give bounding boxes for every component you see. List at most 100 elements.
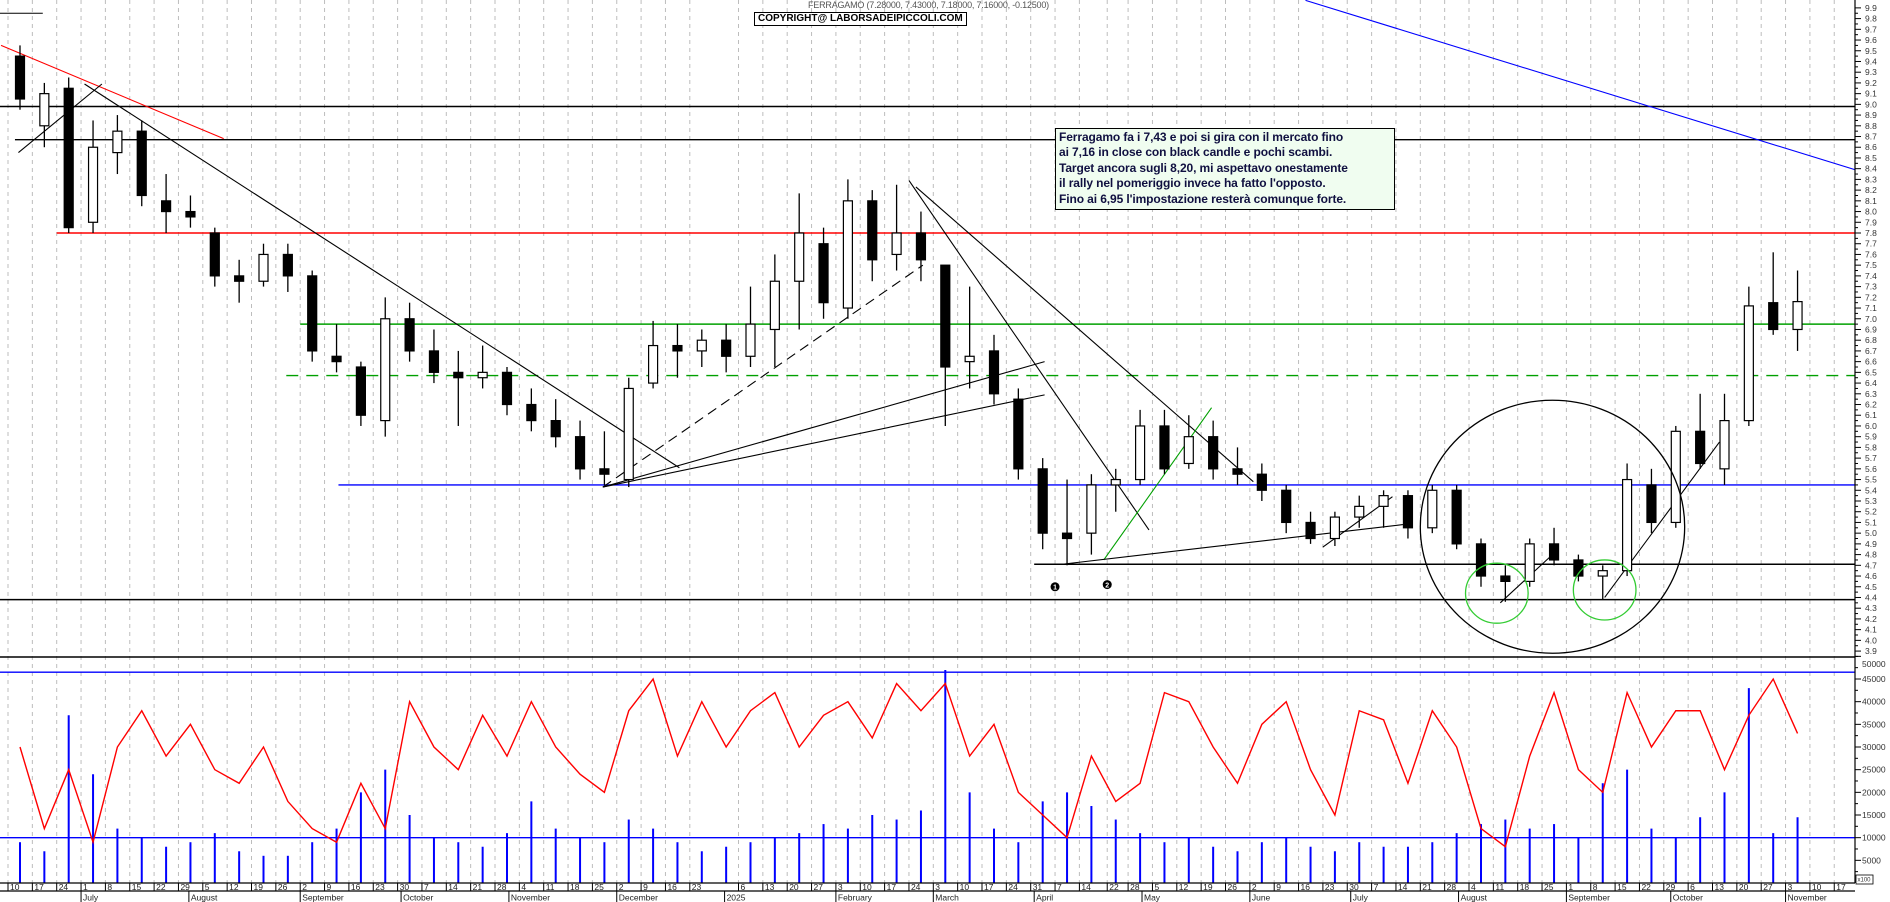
x-tick-label: 18 — [1520, 882, 1530, 892]
x-tick-label: 25 — [1544, 882, 1554, 892]
x-tick-label: 21 — [473, 882, 483, 892]
volume-tick-label: 45000 — [1862, 674, 1886, 684]
x-tick-label: 3 — [1788, 882, 1793, 892]
price-tick-label: 6.2 — [1865, 400, 1877, 410]
marker-label: 2 — [1105, 582, 1109, 589]
candle-up — [1743, 305, 1754, 422]
pattern-ellipse — [1419, 399, 1686, 654]
x-tick-label: 29 — [1666, 882, 1676, 892]
volume-panel — [0, 669, 1855, 883]
volume-tick-label: 5000 — [1862, 855, 1881, 865]
x-tick-label: 22 — [1109, 882, 1119, 892]
price-tick-label: 7.9 — [1865, 217, 1877, 227]
price-tick-label: 9.1 — [1865, 89, 1877, 99]
candle-down — [1256, 473, 1267, 491]
x-tick-label: 19 — [1203, 882, 1213, 892]
candle-down — [1500, 575, 1511, 582]
price-tick-label: 7.3 — [1865, 282, 1877, 292]
price-tick-label: 5.2 — [1865, 507, 1877, 517]
x-tick-label: 21 — [1422, 882, 1432, 892]
x-tick-label: 24 — [59, 882, 69, 892]
month-label: December — [619, 893, 658, 902]
x-tick-label: 10 — [960, 882, 970, 892]
month-label: October — [403, 893, 433, 902]
x-tick-label: 24 — [911, 882, 921, 892]
x-tick-label: 13 — [765, 882, 775, 892]
candle-up — [1329, 516, 1341, 540]
candle-up — [477, 371, 488, 379]
price-tick-label: 4.3 — [1865, 603, 1877, 613]
candle-down — [14, 55, 26, 100]
candle-down — [1475, 543, 1487, 577]
trendlines — [0, 0, 1855, 604]
x-tick-label: 26 — [278, 882, 288, 892]
candle-up — [1719, 420, 1730, 470]
x-tick-label: 24 — [1008, 882, 1018, 892]
x-tick-label: 17 — [1836, 882, 1846, 892]
x-tick-label: 22 — [1641, 882, 1651, 892]
x-tick-label: 2 — [302, 882, 307, 892]
price-tick-label: 8.3 — [1865, 174, 1877, 184]
price-tick-label: 8.8 — [1865, 121, 1877, 131]
trendline — [84, 83, 680, 469]
month-label: April — [1036, 893, 1053, 902]
x-tick-label: 26 — [1228, 882, 1238, 892]
price-tick-label: 8.0 — [1865, 207, 1877, 217]
price-tick-label: 9.8 — [1865, 14, 1877, 24]
month-label: November — [511, 893, 550, 902]
x-tick-label: 10 — [862, 882, 872, 892]
annotation-line: il rally nel pomeriggio invece ha fatto … — [1059, 176, 1326, 191]
candle-down — [574, 436, 586, 470]
price-tick-label: 9.0 — [1865, 99, 1877, 109]
x-tick-label: 15 — [132, 882, 142, 892]
x-tick-label: 29 — [180, 882, 190, 892]
price-tick-label: 4.4 — [1865, 592, 1877, 602]
price-tick-label: 8.9 — [1865, 110, 1877, 120]
candle-down — [234, 275, 245, 282]
candle-down — [161, 200, 172, 213]
candle-down — [915, 232, 927, 261]
x-tick-label: 6 — [741, 882, 746, 892]
x-tick-label: 7 — [1374, 882, 1379, 892]
x-tick-label: 16 — [667, 882, 677, 892]
x-tick-label: 14 — [448, 882, 458, 892]
x-tick-label: 22 — [156, 882, 166, 892]
candle-down — [940, 264, 951, 368]
candle-down — [501, 371, 513, 406]
price-tick-label: 6.9 — [1865, 324, 1877, 334]
horizontal-levels — [0, 105, 1855, 601]
x-tick-label: 31 — [1033, 882, 1043, 892]
candle-up — [1792, 301, 1803, 331]
month-label: 2025 — [727, 893, 746, 902]
x-tick-label: 14 — [1081, 882, 1091, 892]
candle-up — [380, 318, 391, 422]
month-label: March — [935, 893, 959, 902]
price-tick-label: 4.7 — [1865, 560, 1877, 570]
x-tick-label: 8 — [107, 882, 112, 892]
price-tick-label: 9.9 — [1865, 3, 1877, 13]
price-tick-label: 5.9 — [1865, 432, 1877, 442]
price-tick-label: 7.8 — [1865, 228, 1877, 238]
trendline — [915, 186, 1254, 483]
candle-down — [550, 420, 561, 438]
volume-tick-label: 30000 — [1862, 742, 1886, 752]
x-tick-label: 12 — [1179, 882, 1189, 892]
volume-unit-box — [1855, 874, 1874, 885]
annotation-line: Ferragamo fa i 7,43 e poi si gira con il… — [1059, 130, 1344, 144]
price-tick-label: 4.6 — [1865, 571, 1877, 581]
month-label: September — [1568, 893, 1610, 902]
copyright-label: COPYRIGHT@ LABORSADEIPICCOLI.COM — [754, 12, 967, 26]
candle-up — [647, 344, 659, 384]
price-tick-label: 4.9 — [1865, 539, 1877, 549]
annotation-line: Fino ai 6,95 l'impostazione resterà comu… — [1059, 191, 1347, 206]
x-tick-label: 28 — [1130, 882, 1140, 892]
x-tick-label: 23 — [692, 882, 702, 892]
x-tick-label: 28 — [497, 882, 507, 892]
candle-down — [1305, 521, 1316, 540]
x-tick-label: 30 — [400, 882, 410, 892]
candle-up — [258, 253, 269, 282]
chart-title: FERRAGAMO (7.28000, 7.43000, 7.18000, 7.… — [808, 0, 1049, 10]
candle-up — [1670, 430, 1681, 524]
marker-label: 1 — [1053, 585, 1057, 592]
